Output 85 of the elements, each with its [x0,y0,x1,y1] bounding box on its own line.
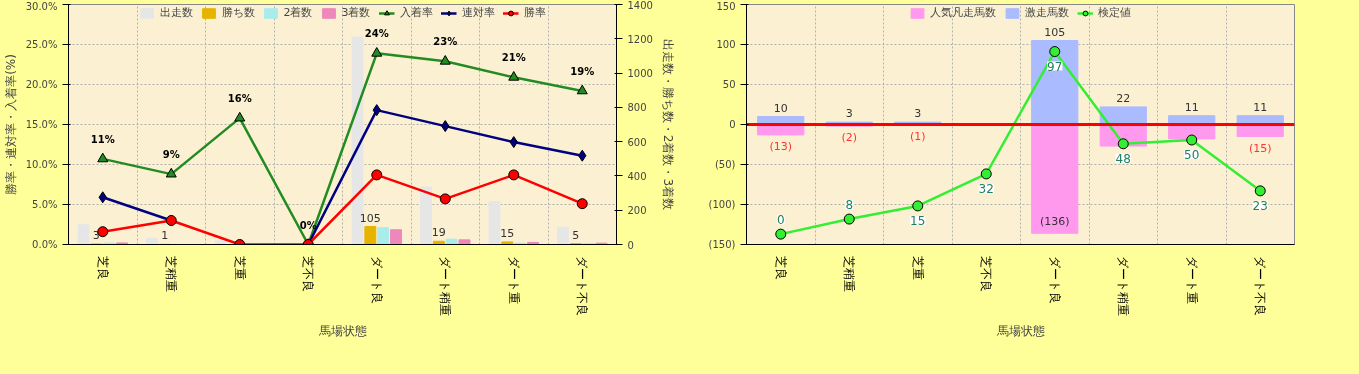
data-label: 15 [500,226,515,240]
data-label: 105 [1044,25,1066,39]
x-tick-label: 芝良 [773,255,788,280]
data-label: 105 [359,211,381,225]
data-label: 97 [1047,59,1063,74]
y2-tick-label: 200 [627,205,647,217]
y-tick-label: 25.0% [25,39,58,50]
data-label: 24% [364,28,389,40]
y2-tick-label: 400 [627,170,647,182]
y-tick-label: (100) [708,199,736,210]
x-tick-label: ダート不良 [1253,255,1268,316]
y-tick-label: 150 [716,0,736,12]
data-label: 11 [1184,100,1199,114]
legend-label: 入着率 [399,5,433,20]
x-tick-label: 芝重 [910,255,925,280]
data-label: 3 [914,107,922,121]
x-tick-label: 芝不良 [301,255,316,292]
legend-label: 激走馬数 [1025,5,1069,20]
x-tick-label: ダート稍重 [1116,255,1131,316]
data-label: (136) [1039,215,1070,229]
y-tick-label: 15.0% [25,119,58,130]
data-label: 9% [162,149,180,161]
data-label: (15) [1248,141,1272,155]
x-tick-label: ダート良 [1047,255,1062,304]
data-label: 19 [431,226,446,240]
y2-tick-label: 800 [627,102,647,114]
data-label: (13) [769,139,793,153]
x-tick-label: 芝稍重 [842,255,857,292]
y-tick-label: 0.0% [32,239,58,250]
x-tick-label: 芝重 [232,255,247,280]
x-tick-label: ダート重 [1184,255,1199,304]
x-tick-label: ダート不良 [575,255,590,316]
x-tick-label: 芝良 [95,255,110,280]
data-label: 8 [845,198,854,213]
data-label: 32 [978,181,994,196]
y-tick-label: 5.0% [32,199,58,210]
x-axis-title: 馬場状態 [995,323,1045,338]
y2-tick-label: 1200 [627,33,653,45]
y-tick-label: 100 [716,39,736,50]
y-tick-label: (50) [714,159,736,170]
legend-label: 3着数 [341,5,371,20]
y-tick-label: 0 [729,119,736,130]
legend-label: 出走数 [159,5,193,20]
x-tick-label: ダート重 [506,255,521,304]
data-label: 21% [501,52,526,64]
x-tick-label: 芝不良 [979,255,994,292]
x-tick-label: 芝稍重 [164,255,179,292]
y-tick-label: 50 [722,79,736,90]
y-axis-title: 勝率・連対率・入着率(%) [3,54,18,195]
data-label: 23% [433,36,458,48]
y-tick-label: 10.0% [25,159,58,170]
data-label: 5 [572,228,580,242]
y-tick-label: 20.0% [25,79,58,90]
x-tick-label: ダート良 [369,255,384,304]
y2-tick-label: 0 [627,239,634,251]
y2-tick-label: 600 [627,136,647,148]
data-label: 3 [845,107,853,121]
data-label: 15 [910,213,926,228]
legend-label: 人気凡走馬数 [930,5,996,20]
data-label: 11 [1253,100,1268,114]
data-label: 10 [773,101,788,115]
y2-axis-title: 出走数・勝ち数・2着数・3着数 [660,38,675,211]
y2-tick-label: 1400 [627,0,653,11]
data-label: 23 [1252,198,1268,213]
legend-label: 勝ち数 [221,5,255,20]
data-label: 22 [1116,91,1131,105]
x-axis-title: 馬場状態 [317,323,367,338]
data-label: 16% [227,93,252,105]
legend-label: 検定値 [1098,5,1131,20]
y-tick-label: (150) [708,239,736,250]
y-tick-label: 30.0% [25,0,58,12]
data-label: (1) [909,130,926,144]
data-label: 11% [90,133,115,145]
legend-label: 2着数 [283,5,313,20]
data-label: 48 [1115,151,1131,166]
legend-label: 勝率 [523,5,546,20]
y2-tick-label: 1000 [627,68,653,80]
data-label: 3 [92,228,100,242]
data-label: 0 [776,213,785,228]
data-label: 1 [161,229,169,243]
data-label: 50 [1184,148,1200,163]
data-label: 19% [570,65,595,77]
legend-label: 連対率 [461,5,495,20]
x-tick-label: ダート稍重 [438,255,453,316]
data-label: (2) [841,131,858,145]
